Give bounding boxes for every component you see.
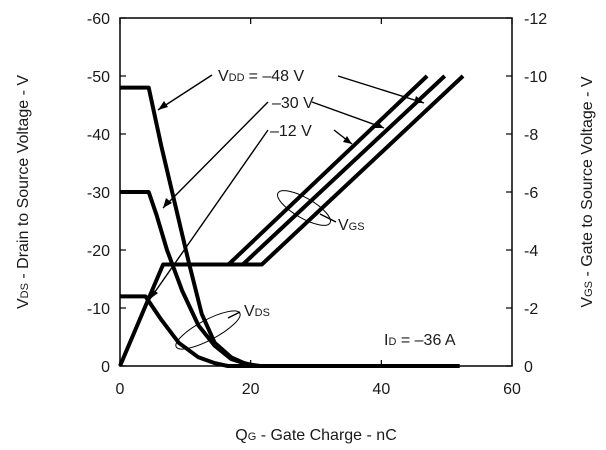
left-tick-label: -60 — [87, 11, 110, 28]
right-tick-label: -10 — [524, 69, 547, 86]
vgs-group-ellipse — [277, 190, 331, 226]
x-tick-label: 40 — [372, 381, 390, 398]
x-tick-label: 20 — [242, 381, 260, 398]
right-axis-title: VGS - Gate to Source Voltage - V — [579, 76, 596, 307]
vgs-curve-vdd48 — [118, 74, 429, 367]
arrowhead-vdd-30-vgs — [374, 121, 384, 128]
arrowhead-vdd-30-vds — [163, 198, 172, 208]
label-vdd-48: VDD = –48 V — [218, 68, 304, 85]
annotation-marks — [149, 74, 425, 350]
x-tick-label: 0 — [116, 381, 125, 398]
arrow-vdd-30-vds — [162, 101, 269, 209]
right-tick-label: -12 — [524, 11, 547, 28]
left-tick-label: -20 — [87, 243, 110, 260]
vds-group-ellipse — [175, 310, 241, 350]
label-vgs: VGS — [338, 217, 365, 234]
arrow-vdd-12-vds — [149, 129, 269, 300]
arrow-vdd-48-vgs — [337, 75, 425, 104]
label-vds: VDS — [244, 303, 270, 320]
vds-curve-vdd30 — [120, 190, 261, 368]
left-tick-label: 0 — [101, 359, 110, 376]
plot-curves — [118, 74, 465, 368]
vds-curve-vdd48 — [120, 85, 258, 368]
vgs-curve-vdd12 — [163, 74, 465, 267]
x-axis-title: QG - Gate Charge - nC — [235, 427, 397, 444]
left-tick-label: -30 — [87, 185, 110, 202]
label-id: ID = –36 A — [384, 332, 456, 349]
vgs-leader-line — [319, 213, 337, 223]
right-tick-label: -4 — [524, 243, 538, 260]
label-vdd-12: –12 V — [270, 123, 312, 140]
arrowhead-vdd-12-vgs — [343, 136, 352, 144]
arrowhead-vdd-12-vds — [150, 289, 158, 299]
right-tick-label: -6 — [524, 185, 538, 202]
label-vdd-30: –30 V — [272, 95, 314, 112]
left-tick-label: -10 — [87, 301, 110, 318]
vds-leader-line — [227, 311, 241, 319]
right-tick-label: -2 — [524, 301, 538, 318]
arrow-vdd-48-vds — [157, 74, 213, 111]
right-tick-label: 0 — [524, 359, 533, 376]
arrow-vdd-30-vgs — [311, 101, 385, 129]
left-tick-label: -40 — [87, 127, 110, 144]
arrowhead-vdd-48-vds — [158, 101, 168, 110]
right-tick-label: -8 — [524, 127, 538, 144]
right-axis-ticks: 0 -2 -4 -6 -8 -10 -12 — [506, 11, 547, 376]
arrowhead-vdd-48-vgs — [414, 96, 424, 103]
left-axis-ticks: 0 -10 -20 -30 -40 -50 -60 — [87, 11, 126, 376]
x-axis-ticks: 0 20 40 60 — [116, 18, 521, 398]
left-axis-title: VDS - Drain to Source Voltage - V — [15, 75, 32, 309]
x-tick-label: 60 — [503, 381, 521, 398]
left-tick-label: -50 — [87, 69, 110, 86]
